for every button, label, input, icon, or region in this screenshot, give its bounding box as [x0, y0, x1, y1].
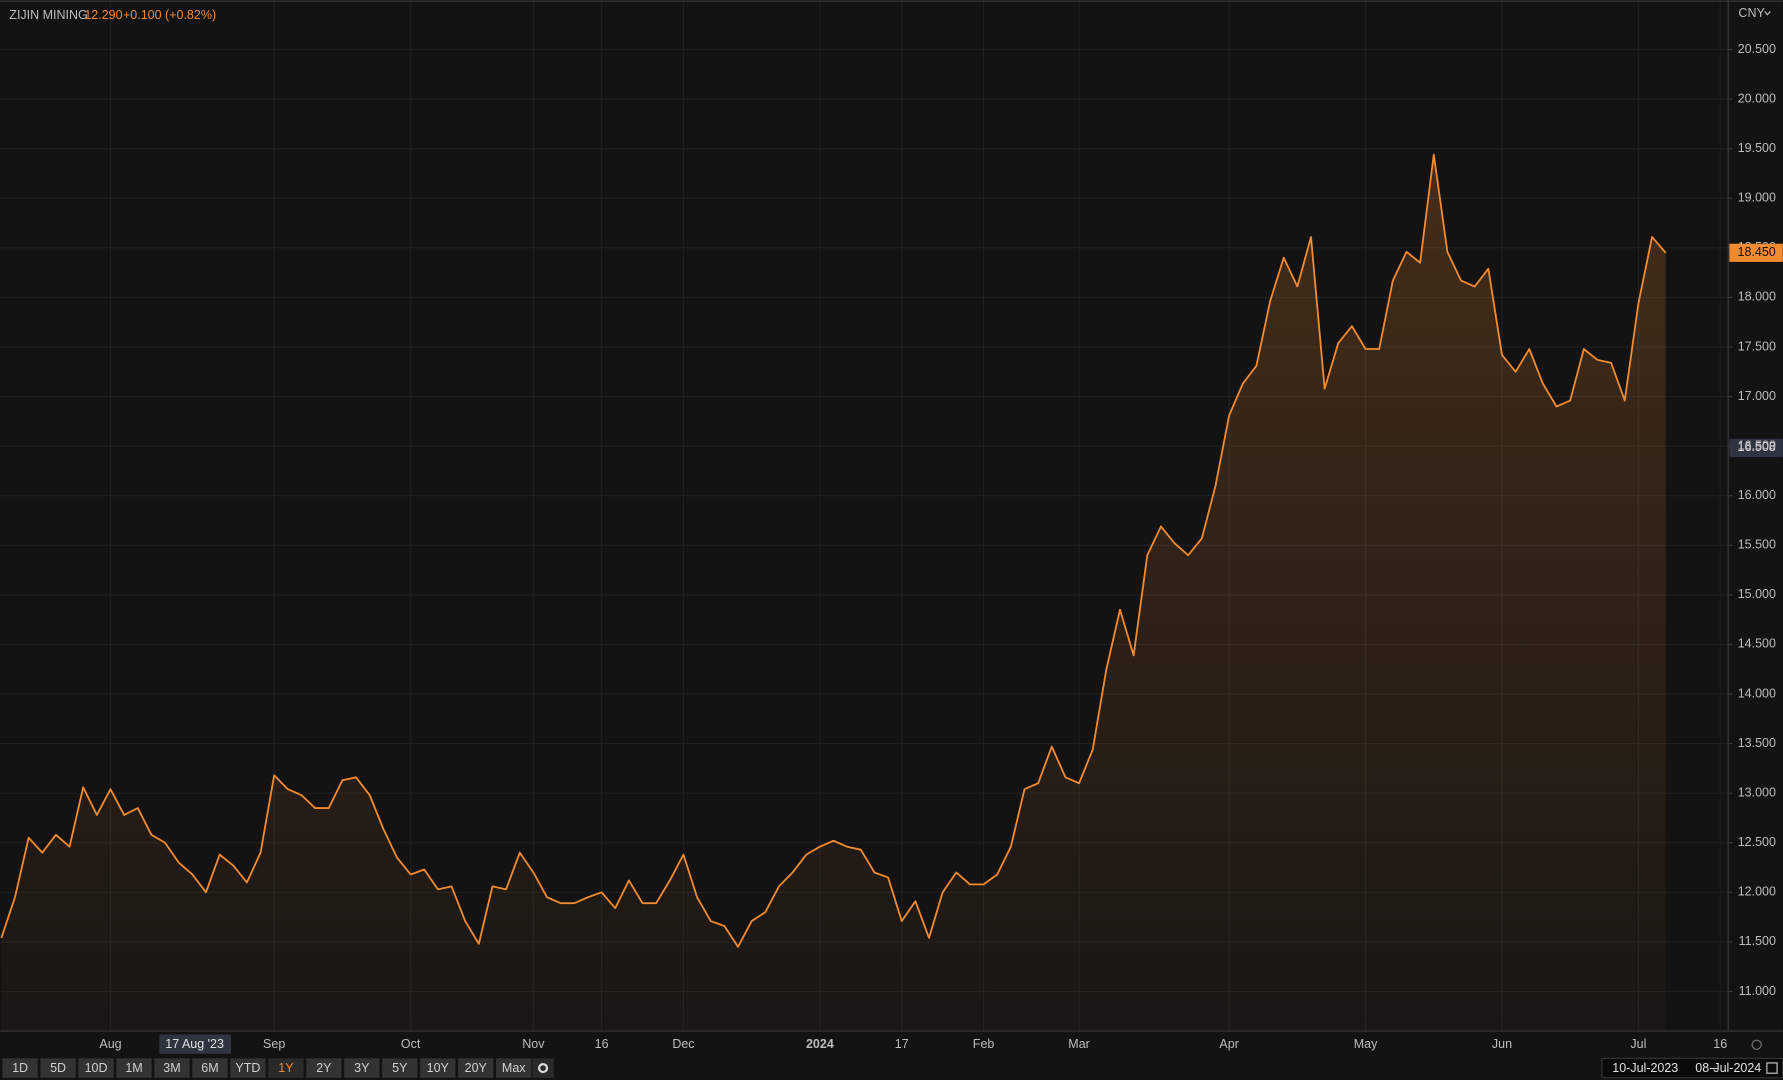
x-tick-label: May — [1354, 1037, 1378, 1051]
price: 12.290 — [84, 8, 122, 22]
range-button-label: 3M — [163, 1061, 180, 1075]
range-button-label: 10D — [85, 1061, 108, 1075]
y-tick-label: 15.000 — [1738, 587, 1776, 601]
range-button[interactable] — [496, 1058, 532, 1078]
x-tick-label: 16 — [1713, 1037, 1727, 1051]
x-tick-label: Feb — [973, 1037, 995, 1051]
y-tick-label: 20.500 — [1738, 42, 1776, 56]
range-button-label: YTD — [235, 1061, 260, 1075]
range-button-label: Max — [502, 1061, 526, 1075]
range-button-label: 1D — [12, 1061, 28, 1075]
y-tick-label: 11.500 — [1739, 934, 1776, 948]
y-tick-label: 17.500 — [1738, 339, 1776, 353]
range-button[interactable] — [116, 1058, 152, 1078]
range-separator: – — [1711, 1061, 1718, 1075]
x-tick-label: Nov — [522, 1037, 545, 1051]
x-tick-label: Sep — [263, 1037, 285, 1051]
crosshair-value: 16.508 — [1738, 440, 1776, 454]
y-tick-label: 11.000 — [1739, 984, 1776, 998]
range-button[interactable] — [268, 1058, 304, 1078]
range-button-label: 2Y — [316, 1061, 332, 1075]
currency-selector[interactable]: CNY — [1738, 6, 1765, 20]
crosshair-date: 17 Aug '23 — [165, 1037, 224, 1051]
range-end: 08-Jul-2024 — [1695, 1061, 1761, 1075]
y-tick-label: 20.000 — [1738, 91, 1776, 105]
range-button-label: 1Y — [278, 1061, 294, 1075]
settings-button[interactable] — [532, 1058, 554, 1078]
change: +0.100 (+0.82%) — [123, 8, 216, 22]
range-button-label: 6M — [201, 1061, 218, 1075]
y-tick-label: 14.500 — [1738, 637, 1776, 651]
gear-icon — [537, 1062, 549, 1074]
range-button-label: 3Y — [354, 1061, 370, 1075]
range-button[interactable] — [458, 1058, 494, 1078]
calendar-icon — [1766, 1062, 1778, 1074]
dropdown-arrow — [1764, 11, 1771, 16]
last-price-tag — [1729, 243, 1783, 262]
axis-settings-icon[interactable] — [1751, 1039, 1762, 1050]
price-line — [0, 153, 1667, 948]
y-tick-label: 17.000 — [1738, 389, 1776, 403]
x-tick-label: 17 — [895, 1037, 909, 1051]
crosshair-date-tag — [159, 1034, 231, 1054]
range-button[interactable] — [420, 1058, 456, 1078]
range-button-label: 10Y — [427, 1061, 450, 1075]
y-tick-label: 16.000 — [1738, 488, 1776, 502]
y-tick-label: 13.000 — [1738, 785, 1776, 799]
x-tick-label: Jun — [1492, 1037, 1512, 1051]
x-tick-label: 2024 — [806, 1037, 834, 1051]
x-tick-label: Mar — [1068, 1037, 1090, 1051]
range-button[interactable] — [78, 1058, 114, 1078]
crosshair-value-tag — [1729, 438, 1783, 458]
x-tick-label: Apr — [1219, 1037, 1238, 1051]
range-button-label: 1M — [125, 1061, 142, 1075]
x-tick-label: Dec — [672, 1037, 694, 1051]
x-tick-label: Aug — [99, 1037, 121, 1051]
range-button[interactable] — [192, 1058, 228, 1078]
range-start: 10-Jul-2023 — [1612, 1061, 1678, 1075]
y-tick-label: 16.500 — [1738, 438, 1776, 452]
range-button[interactable] — [382, 1058, 418, 1078]
y-tick-label: 12.500 — [1738, 835, 1776, 849]
range-button[interactable] — [344, 1058, 380, 1078]
range-button[interactable] — [306, 1058, 342, 1078]
range-button[interactable] — [154, 1058, 190, 1078]
last-price-label: 18.450 — [1738, 245, 1776, 259]
x-tick-label: Oct — [401, 1037, 421, 1051]
range-button-label: 5Y — [392, 1061, 408, 1075]
x-tick-label: Jul — [1630, 1037, 1646, 1051]
range-button[interactable] — [40, 1058, 76, 1078]
y-tick-label: 18.000 — [1738, 290, 1776, 304]
y-tick-label: 14.000 — [1738, 686, 1776, 700]
y-tick-label: 19.000 — [1738, 191, 1776, 205]
y-tick-label: 12.000 — [1738, 885, 1776, 899]
x-tick-label: 16 — [595, 1037, 609, 1051]
y-tick-label: 13.500 — [1738, 736, 1776, 750]
area — [1, 154, 1666, 1032]
range-button-label: 20Y — [465, 1061, 488, 1075]
y-tick-label: 15.500 — [1738, 538, 1776, 552]
range-button-label: 5D — [50, 1061, 66, 1075]
y-tick-label: 19.500 — [1738, 141, 1776, 155]
range-button[interactable] — [2, 1058, 38, 1078]
range-button[interactable] — [230, 1058, 266, 1078]
instrument-name: ZIJIN MINING — [9, 8, 87, 22]
